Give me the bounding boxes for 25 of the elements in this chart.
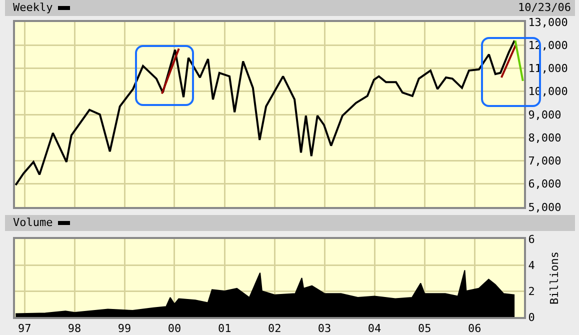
y-tick-label: 0: [528, 310, 535, 324]
x-tick-label: 97: [18, 322, 32, 335]
x-tick-label: 05: [418, 322, 432, 335]
chart-title: Volume: [13, 215, 54, 231]
line-series: [15, 40, 516, 186]
x-tick-label: 00: [168, 322, 182, 335]
x-tick-label: 99: [118, 322, 132, 335]
y-tick-label: 4: [528, 258, 536, 272]
x-tick-label: 02: [268, 322, 282, 335]
x-tick-label: 04: [368, 322, 382, 335]
x-tick-label: 01: [218, 322, 232, 335]
text: 10/23/06: [518, 0, 571, 16]
y-tick-label: 7,000: [528, 154, 562, 168]
x-tick-label: 06: [468, 322, 482, 335]
y-tick-label: 6: [528, 232, 535, 246]
y-tick-label: 2: [528, 284, 535, 298]
y-tick-label: 6,000: [528, 178, 562, 191]
y-tick-label: 5,000: [528, 200, 562, 214]
x-tick-label: 98: [68, 322, 82, 335]
y-axis-title: Billions: [548, 252, 561, 304]
y-tick-label: 9,000: [528, 108, 562, 122]
chart-title: Weekly: [13, 0, 54, 16]
y-tick-label: 8,000: [528, 131, 562, 144]
y-tick-label: 13,000: [528, 16, 568, 29]
x-tick-label: 03: [318, 322, 332, 335]
